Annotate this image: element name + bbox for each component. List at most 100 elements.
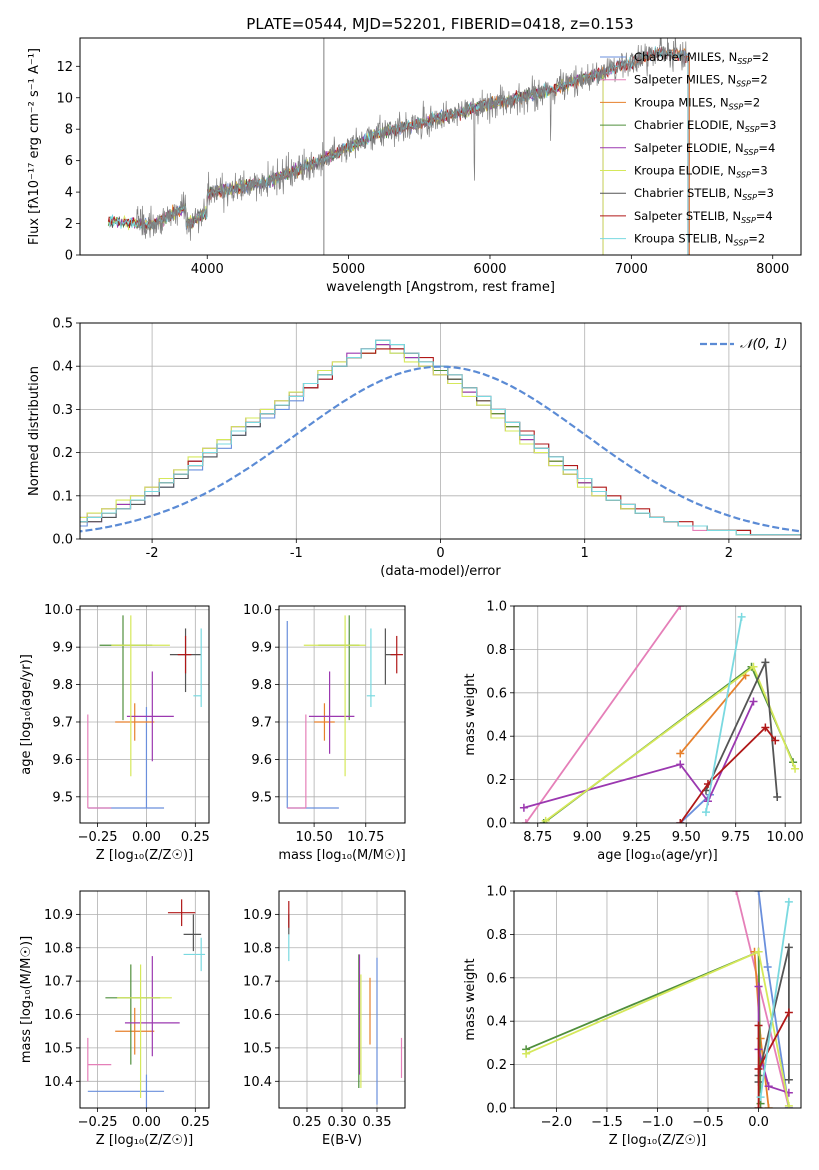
- y-axis-label: mass weight: [463, 673, 478, 755]
- weight-salpeter-stelib-marker: [754, 1064, 763, 1073]
- grid-lines: [80, 606, 209, 823]
- weight-kroupa-stelib-marker: [737, 612, 746, 621]
- y-tick-label: 9.7: [52, 715, 73, 730]
- hist-salpeter-stelib-line: [80, 348, 801, 536]
- y-tick-label: 0.3: [52, 403, 73, 418]
- hist-salpeter-elodie-line: [80, 344, 801, 536]
- y-axis-label: mass [log₁₀(M/M☉)]: [19, 936, 34, 1063]
- errorbar-salpeter-stelib: [177, 635, 192, 674]
- y-tick-label: 10.9: [243, 908, 272, 923]
- x-tick-label: 0.00: [132, 830, 161, 845]
- x-tick-label: −2.0: [541, 1115, 573, 1130]
- errorbar-kroupa-stelib: [183, 937, 206, 972]
- x-tick-label: −0.5: [692, 1115, 724, 1130]
- hist-kroupa-elodie-line: [80, 348, 801, 536]
- spectrum-panel: 4000 5000 6000 7000 8000 0 2 4 6 8 10 12 wavelength …: [27, 37, 802, 295]
- axes-frame: [278, 605, 406, 824]
- plot-area: [80, 339, 801, 536]
- legend-label-chabrier-stelib: Chabrier STELIB, NSSP=3: [634, 186, 774, 202]
- errorbar-chabrier-miles: [87, 1074, 165, 1108]
- errorbar-salpeter-elodie: [308, 671, 355, 754]
- y-ticks: 0.0 0.2 0.4 0.6 0.8 1.0: [486, 600, 514, 832]
- weight-kroupa-miles-marker: [676, 749, 685, 758]
- errorbar-kroupa-elodie: [303, 615, 366, 777]
- weight-chabrier-stelib-marker: [784, 943, 793, 952]
- plot-area: [519, 606, 800, 823]
- weight-kroupa-stelib-marker: [784, 897, 793, 906]
- weight-chabrier-miles-marker: [763, 962, 772, 971]
- grid-lines: [279, 891, 405, 1108]
- weight-salpeter-stelib-marker: [761, 723, 770, 732]
- y-axis-label: mass weight: [463, 958, 478, 1040]
- axes-frame: [79, 605, 210, 824]
- y-tick-label: 10.6: [243, 1008, 272, 1023]
- y-tick-label: 10.5: [243, 1041, 272, 1056]
- y-ticks: 9.5 9.6 9.7 9.8 9.9 10.0: [243, 603, 279, 805]
- weight-chabrier-miles-marker: [754, 891, 763, 895]
- spectrum-legend: Chabrier MILES, NSSP=2 Salpeter MILES, NS…: [600, 50, 776, 248]
- weight-kroupa-stelib-marker: [756, 1093, 765, 1102]
- weight-salpeter-stelib-marker: [676, 819, 685, 823]
- x-tick-label: 9.50: [672, 830, 701, 845]
- weight-kroupa-elodie-marker: [791, 764, 800, 773]
- y-tick-label: 10.6: [44, 1008, 73, 1023]
- axes-frame: [79, 322, 802, 540]
- normal-curve-line: [80, 365, 801, 533]
- x-axis-label: (data-model)/error: [380, 564, 501, 579]
- x-tick-label: 0.30: [328, 1115, 357, 1130]
- legend-label-kroupa-miles: Kroupa MILES, NSSP=2: [634, 95, 760, 111]
- mass-vs-metallicity-panel: −0.25 0.00 0.25 10.4 10.5 10.6 10.7 10.8 10.9 Z […: [19, 890, 210, 1148]
- x-ticks: 8.75 9.00 9.25 9.50 9.75 10.00: [523, 823, 804, 845]
- weight-kroupa-elodie-marker: [541, 816, 550, 823]
- plot-area: [286, 615, 403, 809]
- y-tick-label: 0.4: [486, 1015, 507, 1030]
- y-axis-label: age [log₁₀(age/yr)]: [19, 654, 34, 775]
- x-tick-label: −0.25: [78, 1115, 118, 1130]
- x-tick-label: 9.25: [622, 830, 651, 845]
- y-tick-label: 6: [65, 154, 73, 169]
- x-ticks: 0.25 0.30 0.35: [293, 1108, 392, 1130]
- y-tick-label: 1.0: [486, 885, 507, 900]
- x-axis-label: Z [log₁₀(Z/Z☉)]: [96, 848, 193, 863]
- y-tick-label: 10.7: [243, 975, 272, 990]
- hist-kroupa-stelib-line: [80, 339, 801, 536]
- errorbar-salpeter-stelib: [390, 635, 403, 674]
- errorbar-kroupa-miles: [314, 703, 335, 741]
- y-ticks: 10.4 10.5 10.6 10.7 10.8 10.9: [44, 908, 80, 1090]
- weight-vs-age-panel: 8.75 9.00 9.25 9.50 9.75 10.00 0.0 0.2 0.4 0.6 0.8…: [463, 600, 804, 864]
- x-ticks: −0.25 0.00 0.25: [78, 1108, 210, 1130]
- errorbar-chabrier-elodie: [99, 615, 153, 721]
- y-tick-label: 0.0: [52, 533, 73, 548]
- legend-label-salpeter-stelib: Salpeter STELIB, NSSP=4: [634, 209, 773, 225]
- normal-legend-label: 𝒩(0, 1): [740, 337, 787, 352]
- x-tick-label: 9.00: [573, 830, 602, 845]
- y-tick-label: 0.2: [486, 1058, 507, 1073]
- x-tick-label: 1: [581, 546, 589, 561]
- weight-salpeter-miles-line: [735, 891, 790, 1108]
- errorbar-salpeter-stelib: [167, 899, 196, 927]
- x-tick-label: 10.75: [347, 830, 384, 845]
- x-ticks: -2 -1 0 1 2: [146, 539, 733, 561]
- y-tick-label: 9.5: [52, 790, 73, 805]
- y-tick-label: 0.8: [486, 928, 507, 943]
- legend-label-kroupa-stelib: Kroupa STELIB, NSSP=2: [634, 232, 765, 248]
- x-tick-label: −1.0: [642, 1115, 674, 1130]
- x-ticks: 10.50 10.75: [296, 823, 384, 845]
- x-tick-label: 0.35: [363, 1115, 392, 1130]
- legend-label-chabrier-elodie: Chabrier ELODIE, NSSP=3: [634, 118, 776, 134]
- errorbar-kroupa-stelib: [193, 628, 202, 708]
- y-axis-label: Normed distribution: [27, 366, 42, 496]
- hist-chabrier-miles-line: [80, 348, 801, 536]
- weight-kroupa-elodie-marker: [749, 662, 758, 671]
- weight-salpeter-elodie-marker: [519, 803, 528, 812]
- figure-title: PLATE=0544, MJD=52201, FIBERID=0418, z=0…: [246, 15, 633, 33]
- plot-area: [87, 615, 202, 809]
- errorbar-chabrier-stelib: [384, 628, 396, 685]
- y-tick-label: 0.0: [486, 817, 507, 832]
- errorbar-chabrier-stelib: [183, 914, 202, 952]
- weight-chabrier-elodie-line: [525, 950, 762, 1104]
- hist-chabrier-elodie-line: [80, 344, 801, 536]
- model-salpeter-stelib-line: [107, 46, 688, 229]
- grid-lines: [80, 322, 801, 540]
- y-tick-label: 12: [56, 60, 73, 75]
